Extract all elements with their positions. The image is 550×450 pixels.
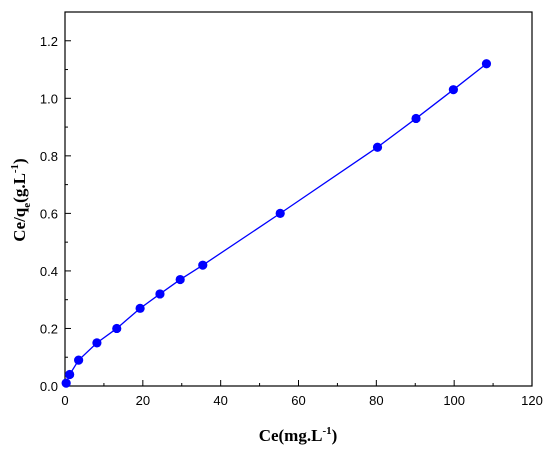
plot-frame: [64, 11, 533, 387]
data-point: [135, 303, 145, 313]
data-point: [74, 355, 84, 365]
y-tick-label: 0.2: [40, 321, 58, 336]
x-axis-title: Ce(mg.L-1): [259, 425, 338, 445]
y-axis-title: Ce/qe(g.L-1): [9, 158, 33, 241]
data-point: [61, 378, 71, 388]
y-tick-label: 1.0: [40, 91, 58, 106]
x-tick-label: 100: [443, 393, 465, 408]
x-tick-label: 80: [369, 393, 383, 408]
data-point: [175, 274, 185, 285]
series-layer: [61, 59, 492, 388]
data-point: [65, 369, 75, 380]
data-point: [155, 289, 165, 299]
data-point: [92, 338, 102, 348]
x-tick-label: 20: [136, 393, 150, 408]
data-point: [198, 260, 208, 270]
data-point: [448, 85, 458, 95]
y-tick-label: 0.6: [40, 206, 58, 221]
tick-labels: 0 20 40 60 80 100 120 0.0 0.2 0.4 0.6 0.8 1.0 1.2: [40, 34, 543, 408]
data-point: [411, 113, 421, 124]
data-point: [275, 208, 285, 218]
x-tick-label: 40: [213, 393, 227, 408]
y-tick-label: 1.2: [40, 34, 58, 49]
y-tick-label: 0.8: [40, 149, 58, 164]
x-tick-label: 0: [61, 393, 68, 408]
data-point: [372, 142, 383, 152]
x-tick-label: 120: [521, 393, 543, 408]
x-tick-label: 60: [291, 393, 305, 408]
data-point: [481, 59, 492, 69]
y-tick-label: 0.4: [40, 264, 58, 279]
data-point: [112, 323, 122, 334]
y-tick-label: 0.0: [40, 379, 58, 394]
axis-ticks: [64, 40, 533, 387]
series-line: [65, 63, 487, 384]
